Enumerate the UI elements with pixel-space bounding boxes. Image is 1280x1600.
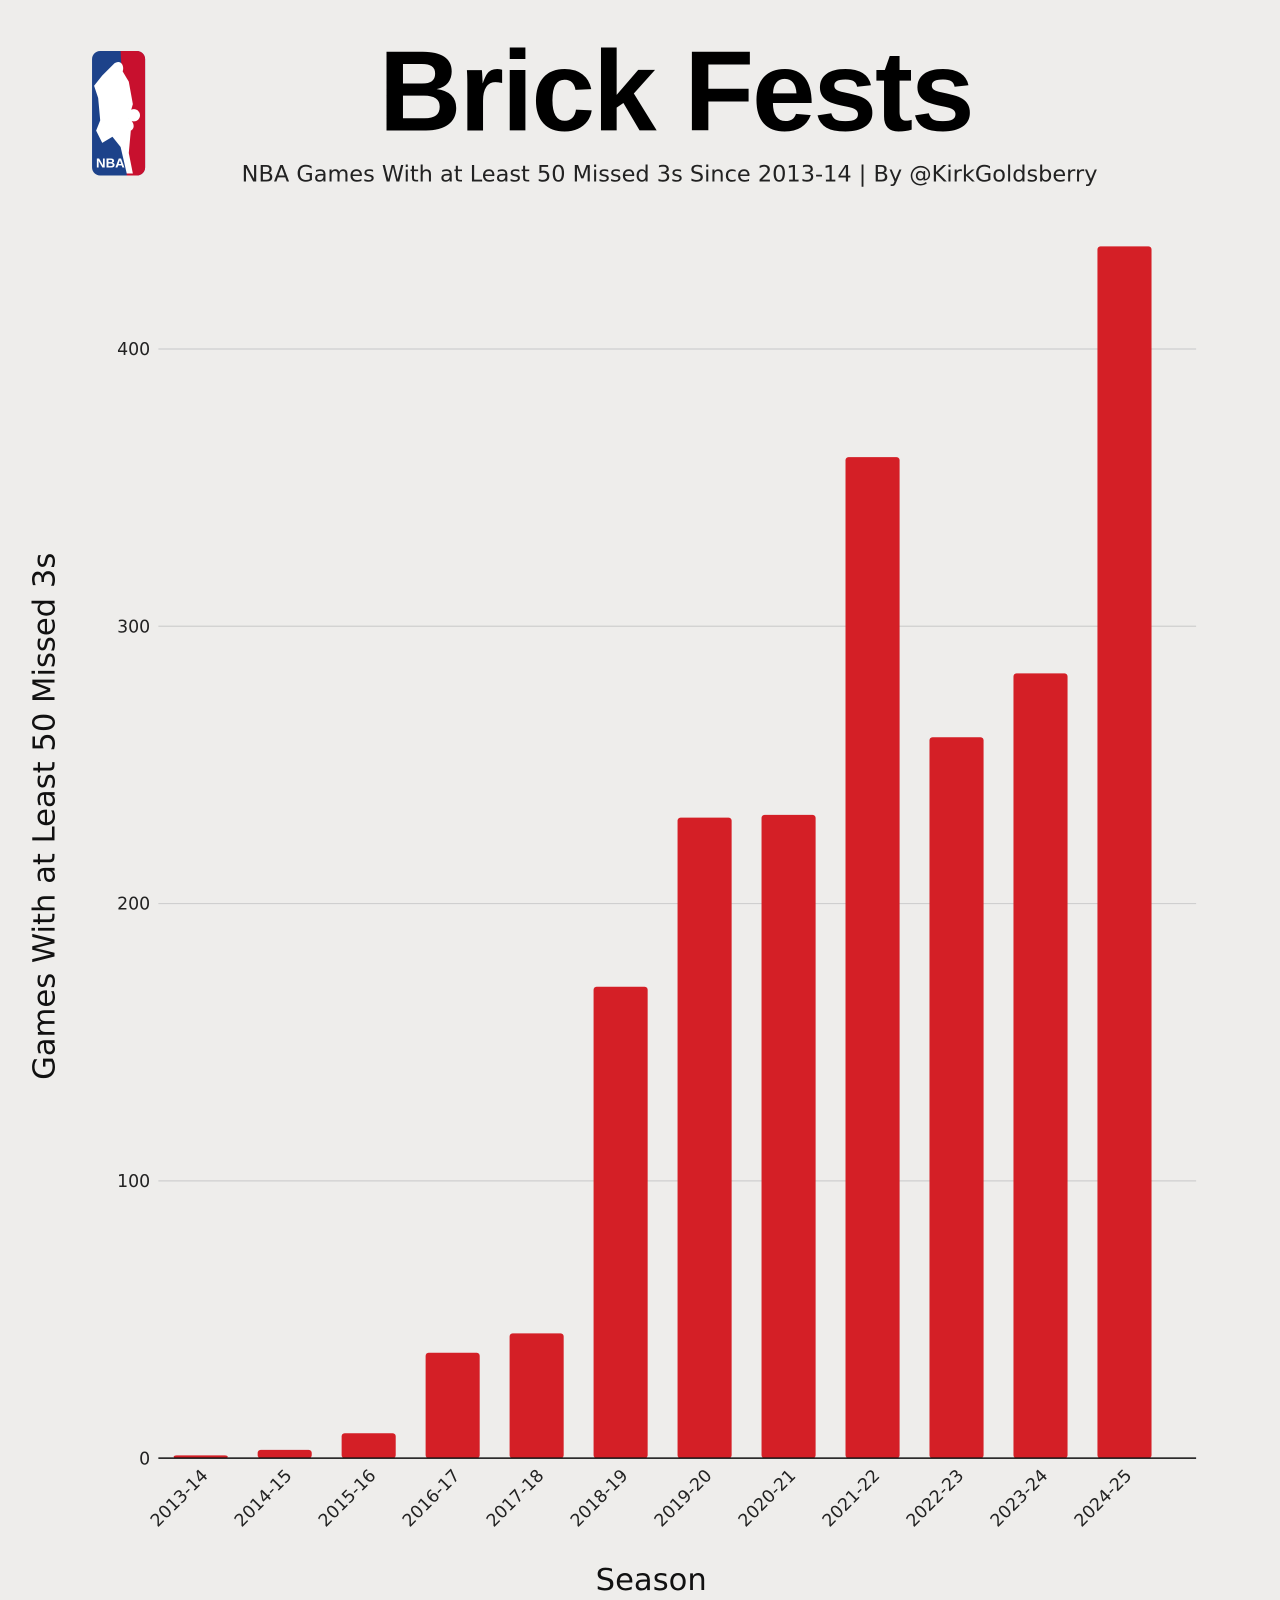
chart-title: Brick Fests (379, 29, 973, 156)
y-tick-labels: 0 100 200 300 400 (117, 340, 150, 1469)
bar-2017-18 (509, 1333, 564, 1459)
bar-2014-15 (257, 1449, 312, 1459)
bar-2015-16 (341, 1433, 396, 1459)
y-tick-label: 400 (117, 340, 150, 360)
bar-2021-22 (845, 457, 900, 1459)
y-tick-label: 0 (139, 1449, 150, 1469)
x-axis-label: Season (596, 1563, 707, 1598)
bar-2020-21 (761, 814, 816, 1459)
nba-logo: NBA (92, 51, 146, 176)
bar-2018-19 (593, 986, 648, 1459)
bar-2016-17 (425, 1352, 480, 1459)
svg-text:NBA: NBA (96, 155, 125, 170)
bar-2019-20 (677, 817, 732, 1459)
y-tick-label: 300 (117, 617, 150, 637)
chart-subtitle: NBA Games With at Least 50 Missed 3s Sin… (242, 162, 1098, 188)
bars (173, 246, 1152, 1459)
bar-2023-24 (1013, 673, 1068, 1459)
y-tick-label: 200 (117, 895, 150, 915)
bar-2022-23 (929, 737, 984, 1459)
bar-2024-25 (1097, 246, 1152, 1459)
y-axis-label: Games With at Least 50 Missed 3s (27, 553, 62, 1080)
y-tick-label: 100 (117, 1172, 150, 1192)
